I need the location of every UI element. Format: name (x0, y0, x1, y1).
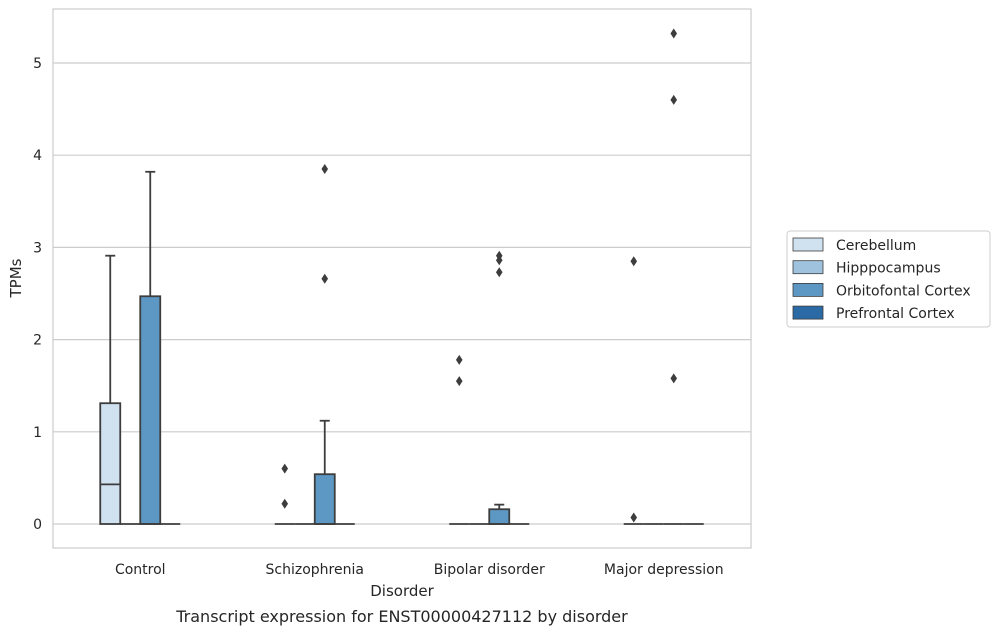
legend-label: Cerebellum (836, 238, 916, 254)
legend-label: Hipppocampus (836, 261, 941, 277)
box-cerebellum (623, 256, 644, 525)
box-body (313, 473, 336, 525)
box-orbitofontal-cortex (139, 170, 162, 525)
legend-swatch (792, 305, 824, 320)
outlier-point (670, 28, 678, 39)
box-cerebellum (449, 354, 470, 525)
x-tick-label: Control (115, 562, 166, 578)
box-orbitofontal-cortex (663, 28, 684, 525)
y-tick-label: 4 (33, 148, 42, 164)
legend: Cerebellum Hipppocampus Orbitofontal Corte… (786, 230, 991, 328)
box-cerebellum (99, 254, 122, 525)
legend-swatch (792, 237, 824, 252)
outlier-point (321, 164, 329, 175)
outlier-point (455, 354, 463, 365)
outlier-point (281, 498, 289, 509)
outlier-point (321, 273, 329, 284)
y-tick-label: 1 (33, 425, 42, 441)
outlier-point (495, 255, 503, 266)
x-tick-label: Major depression (604, 562, 724, 578)
outlier-point (670, 373, 678, 384)
legend-frame (786, 230, 991, 328)
y-axis-title: TPMs (7, 258, 25, 298)
plot-boxes (99, 28, 704, 525)
outlier-point (670, 94, 678, 105)
outlier-point (455, 376, 463, 387)
y-tick-label: 3 (33, 240, 42, 256)
x-tick-labels: Control Schizophrenia Bipolar disorder Majo… (115, 562, 724, 578)
box-body (99, 402, 122, 525)
x-tick-label: Schizophrenia (266, 562, 364, 578)
legend-swatch (792, 282, 824, 297)
legend-swatch (792, 260, 824, 275)
box-cerebellum (274, 463, 295, 525)
x-axis-title: Disorder (370, 582, 434, 600)
outlier-point (630, 512, 638, 523)
y-tick-labels: 0 1 2 3 4 5 (33, 56, 42, 533)
outlier-point (630, 256, 638, 267)
legend-label: Orbitofontal Cortex (836, 283, 971, 299)
box-body (488, 508, 511, 525)
outlier-point (281, 463, 289, 474)
plot-frame (52, 8, 752, 549)
y-tick-label: 2 (33, 333, 42, 349)
y-tick-label: 5 (33, 56, 42, 72)
box-body (139, 295, 162, 525)
legend-label: Prefrontal Cortex (836, 306, 955, 322)
chart-caption: Transcript expression for ENST0000042711… (175, 607, 628, 626)
x-tick-label: Bipolar disorder (434, 562, 545, 578)
y-tick-label: 0 (33, 517, 42, 533)
outlier-point (495, 267, 503, 278)
box-orbitofontal-cortex (313, 164, 336, 525)
box-orbitofontal-cortex (488, 250, 511, 525)
